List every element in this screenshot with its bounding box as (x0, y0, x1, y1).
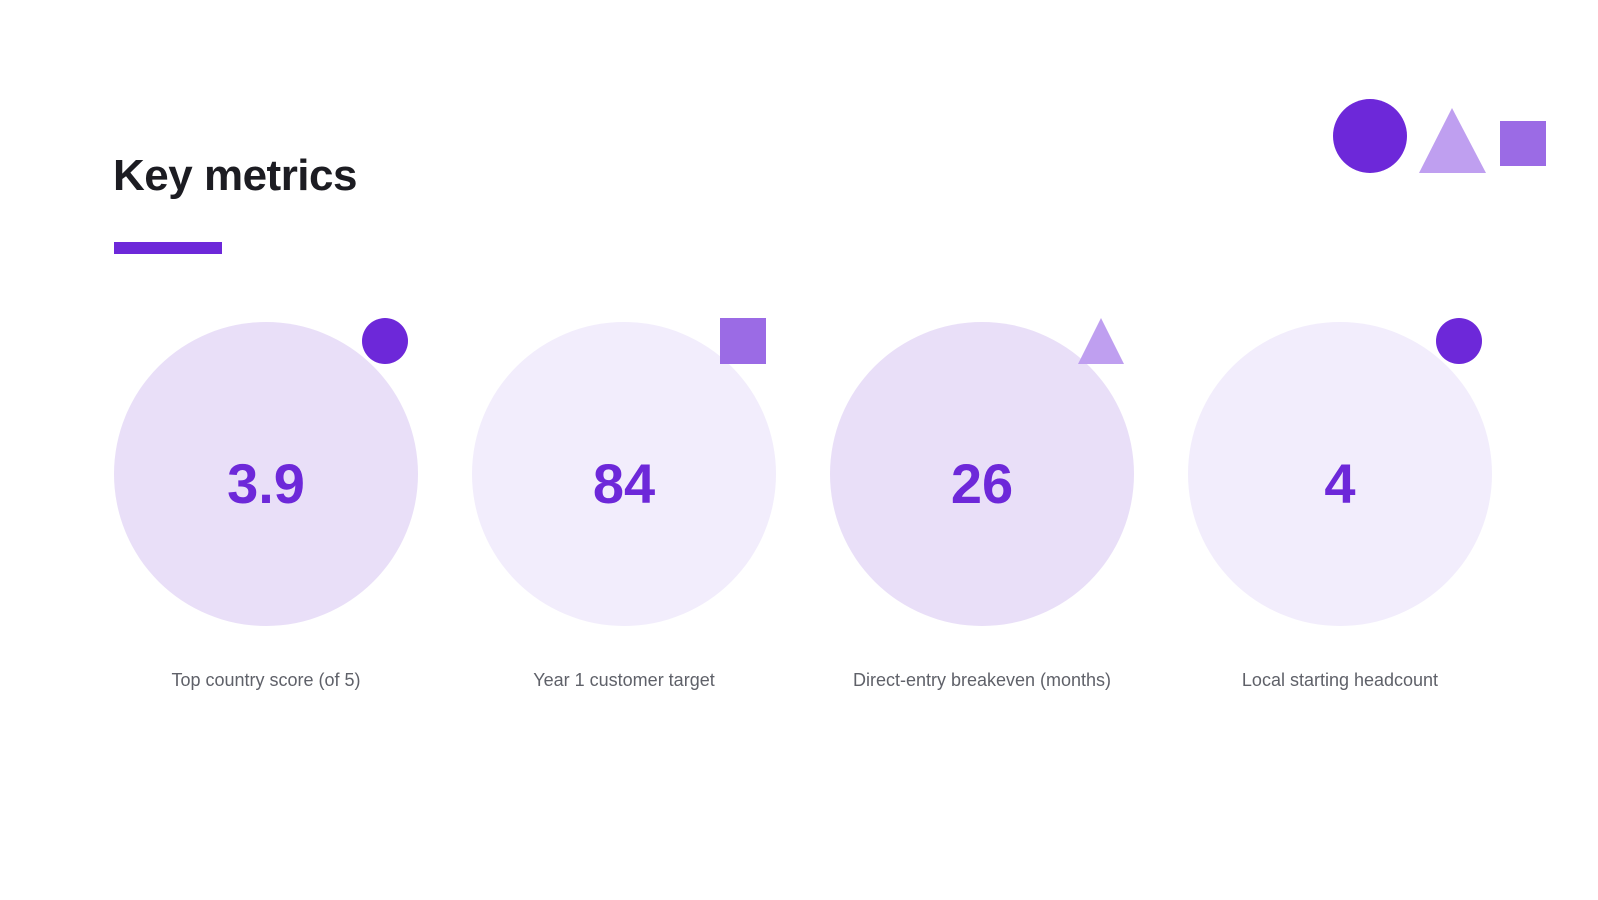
metric-label: Local starting headcount (1241, 670, 1439, 690)
metric-circle (1188, 322, 1492, 626)
metric-value: 3.9 (227, 452, 305, 515)
metric-circle (472, 322, 776, 626)
metric-value: 84 (592, 452, 656, 515)
metric-circle (830, 322, 1134, 626)
metric-label: Direct-entry breakeven (months) (852, 670, 1112, 690)
title-underline (114, 242, 222, 254)
triangle-icon (1078, 318, 1124, 364)
circle-icon (1436, 318, 1482, 364)
metric-label: Top country score (of 5) (171, 670, 361, 690)
square-icon (1500, 121, 1546, 166)
metric-value: 4 (1324, 452, 1356, 515)
circle-icon (1333, 99, 1407, 173)
metric-label: Year 1 customer target (533, 670, 715, 690)
metric-value: 26 (950, 452, 1014, 515)
page-title: Key metrics (113, 151, 357, 200)
header-decoration (1333, 99, 1546, 173)
circle-icon (362, 318, 408, 364)
triangle-icon (1419, 108, 1486, 173)
metric-circle (114, 322, 418, 626)
square-icon (720, 318, 766, 364)
